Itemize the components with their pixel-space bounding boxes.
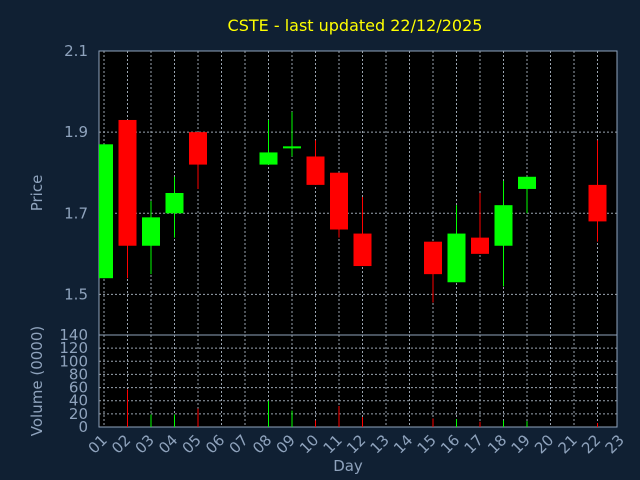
- day-tick-label: 12: [343, 431, 369, 457]
- candle-body: [118, 119, 137, 246]
- volume-axis-label: Volume (0000): [28, 326, 46, 436]
- candle-body: [283, 146, 301, 149]
- x-axis-label: Day: [333, 457, 363, 475]
- candle-15: [424, 241, 442, 303]
- candle-body: [471, 237, 489, 254]
- volume-bars: [127, 389, 598, 427]
- day-tick-label: 11: [320, 431, 346, 457]
- candle-12: [353, 197, 372, 267]
- price-tick-label: 1.7: [64, 204, 88, 222]
- price-tick-labels: 2.1 1.9 1.7 1.5: [64, 42, 88, 303]
- day-tick-label: 13: [367, 431, 393, 457]
- volume-tick-label: 0: [78, 418, 88, 436]
- candle-17: [471, 193, 489, 254]
- price-tick-label: 1.9: [64, 123, 88, 141]
- candle-22: [588, 140, 607, 242]
- candle-19: [518, 176, 536, 214]
- candle-body: [518, 176, 536, 189]
- day-tick-label: 02: [108, 431, 134, 457]
- day-tick-label: 10: [296, 431, 322, 457]
- candle-body: [353, 233, 372, 267]
- day-tick-label: 21: [555, 431, 581, 457]
- candle-04: [165, 176, 184, 238]
- price-axis-label: Price: [28, 175, 46, 212]
- candle-body: [142, 217, 160, 246]
- day-tick-label: 04: [155, 431, 181, 457]
- day-tick-label: 01: [85, 431, 111, 457]
- candle-08: [259, 119, 278, 165]
- volume-tick-label: 40: [69, 392, 88, 410]
- volume-tick-label: 100: [59, 352, 88, 370]
- price-tick-label: 1.5: [64, 285, 88, 303]
- candle-09: [283, 111, 301, 157]
- day-tick-label: 08: [249, 431, 275, 457]
- candle-body: [588, 184, 607, 222]
- candle-01: [99, 144, 113, 279]
- volume-tick-label: 140: [59, 326, 88, 344]
- candle-body: [189, 132, 207, 165]
- volume-plot-area: [98, 334, 618, 428]
- day-tick-label: 06: [202, 431, 228, 457]
- candle-11: [330, 172, 348, 238]
- candle-body: [447, 233, 466, 283]
- candle-body: [259, 152, 278, 165]
- volume-tick-label: 120: [59, 339, 88, 357]
- volume-tick-label: 60: [69, 379, 88, 397]
- candle-body: [165, 193, 184, 214]
- candles: [99, 111, 607, 303]
- day-tick-label: 14: [390, 431, 416, 457]
- day-tick-label: 23: [602, 431, 628, 457]
- day-tick-label: 15: [414, 431, 440, 457]
- day-tick-label: 18: [484, 431, 510, 457]
- candle-10: [306, 140, 325, 185]
- chart-title: CSTE - last updated 22/12/2025: [228, 16, 483, 35]
- day-tick-label: 05: [179, 431, 205, 457]
- grid-lines: [99, 51, 617, 427]
- candle-16: [447, 205, 466, 283]
- price-plot-area: [98, 50, 618, 336]
- candle-body: [494, 205, 513, 246]
- day-tick-label: 16: [437, 431, 463, 457]
- candle-02: [118, 119, 137, 279]
- day-tick-label: 07: [226, 431, 252, 457]
- candle-body: [306, 156, 325, 185]
- day-tick-label: 22: [578, 431, 604, 457]
- day-tick-label: 20: [531, 431, 557, 457]
- candle-05: [189, 132, 207, 189]
- candle-body: [330, 172, 348, 230]
- volume-tick-label: 80: [69, 365, 88, 383]
- candle-body: [424, 241, 442, 275]
- day-tick-label: 03: [132, 431, 158, 457]
- candle-18: [494, 180, 513, 287]
- day-tick-label: 09: [273, 431, 299, 457]
- day-tick-label: 17: [461, 431, 487, 457]
- candle-body: [99, 144, 113, 279]
- candle-03: [142, 201, 160, 275]
- day-tick-labels: 0102030405060708091011121314151617181920…: [85, 431, 628, 457]
- volume-tick-label: 20: [69, 405, 88, 423]
- price-tick-label: 2.1: [64, 42, 88, 60]
- day-tick-label: 19: [508, 431, 534, 457]
